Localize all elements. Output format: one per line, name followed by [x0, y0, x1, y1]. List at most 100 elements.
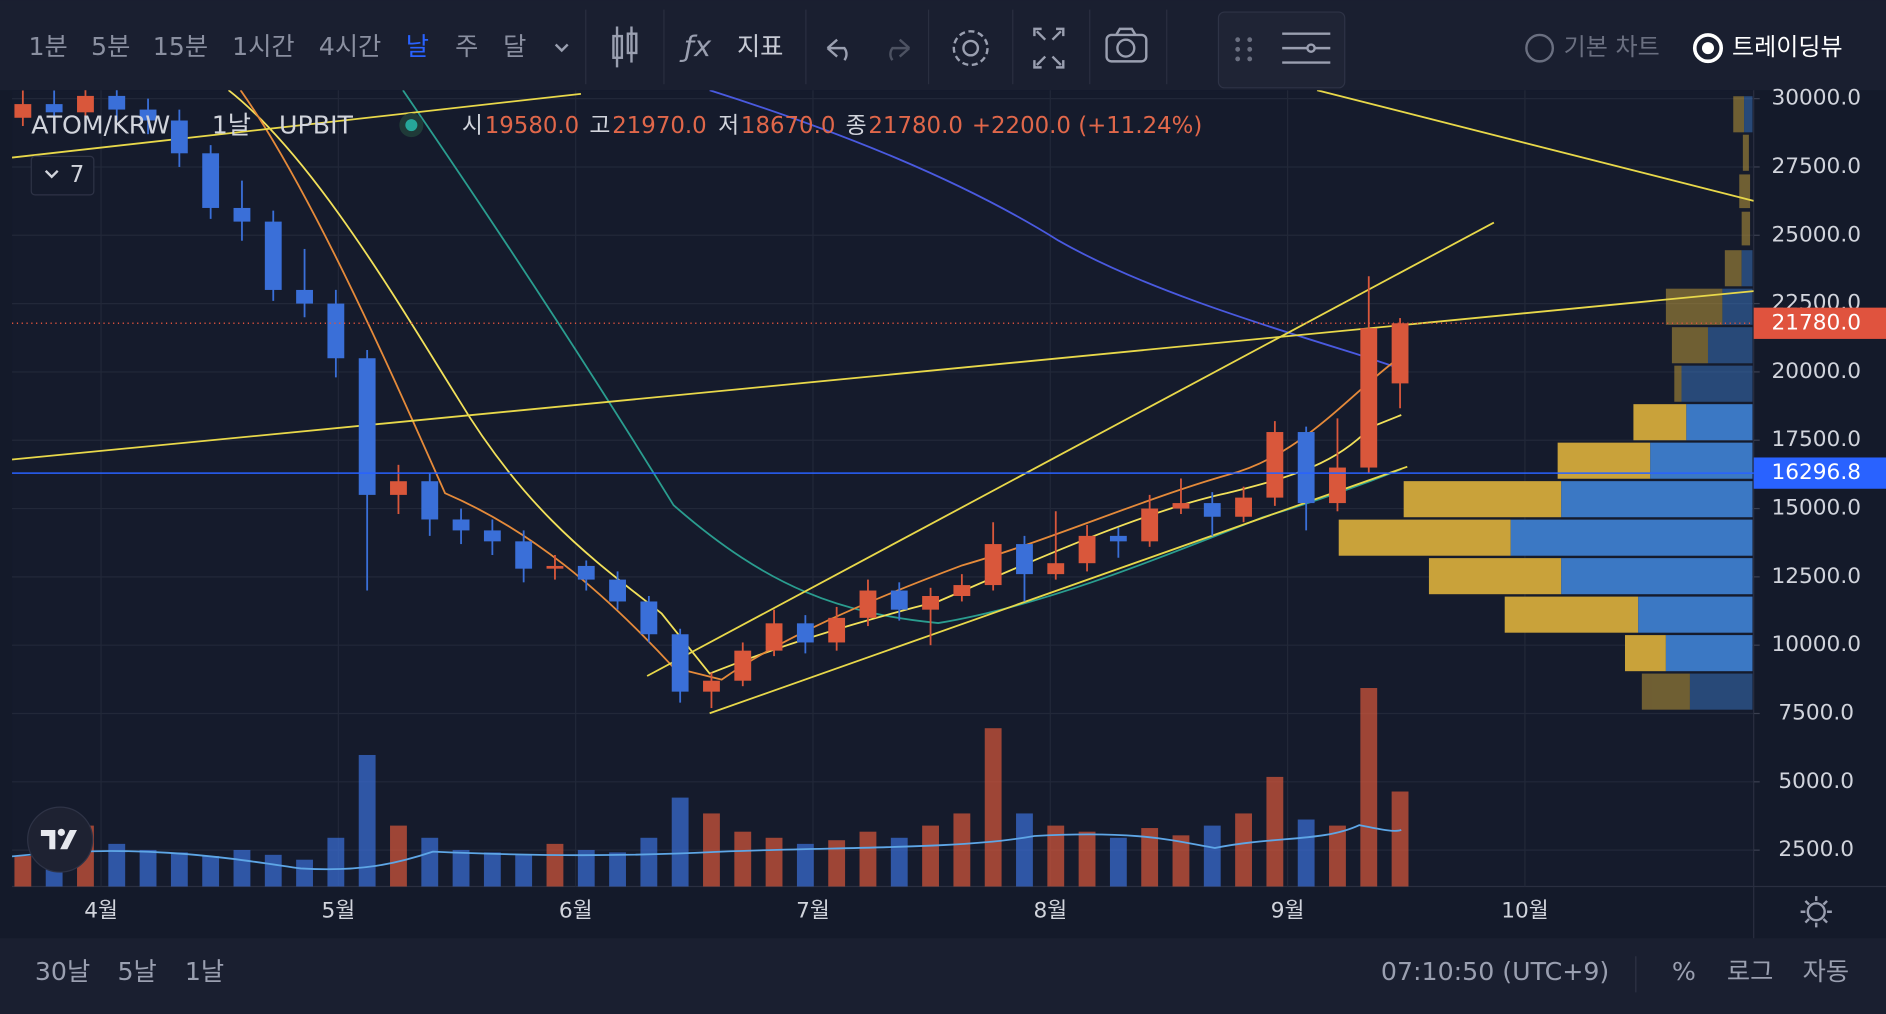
chart-mode[interactable]: 트레이딩뷰 [1732, 33, 1843, 61]
fx-icon[interactable]: ƒx [679, 29, 712, 63]
y-tick-label: 20000.0 [1771, 359, 1861, 384]
interval-button[interactable]: 날 [406, 32, 429, 61]
volume-bar [515, 854, 533, 887]
interval-button[interactable]: 달 [503, 32, 526, 61]
volume-bar [1329, 825, 1346, 887]
radio-dot [1701, 42, 1714, 55]
trend-line [12, 290, 1754, 461]
undo-button[interactable] [826, 38, 848, 61]
candle-body [1391, 323, 1409, 384]
ohlc-value: 19580.0 [485, 113, 579, 139]
y-tick-label: 2500.0 [1778, 837, 1854, 862]
more-intervals[interactable] [554, 43, 569, 53]
chart-mode[interactable]: 기본 차트 [1564, 33, 1660, 61]
candle-body [765, 623, 783, 651]
ohlc-label: 고 [589, 113, 610, 139]
scale-option[interactable]: 로그 [1727, 957, 1773, 986]
scale-option[interactable]: 자동 [1803, 957, 1849, 986]
price-lines: 21780.0 16296.8 [12, 307, 1886, 489]
price-label-box [1753, 307, 1886, 339]
x-tick-label: 10월 [1501, 899, 1548, 924]
ohlc-label: 종 [846, 113, 867, 139]
candle-body [452, 519, 470, 531]
range-button[interactable]: 1날 [185, 957, 224, 986]
drawing-panel[interactable] [1217, 11, 1346, 89]
candle-body [859, 590, 877, 618]
screenshot-button[interactable] [1105, 27, 1148, 63]
range-button[interactable]: 5날 [117, 957, 156, 986]
moving-average [709, 90, 1396, 368]
price-label: 16296.8 [1771, 460, 1861, 485]
candle-body [296, 289, 313, 304]
volume-bar [452, 849, 470, 887]
interval-button[interactable]: 15분 [153, 32, 208, 61]
candle-body [1047, 563, 1065, 575]
candle-body [828, 617, 846, 643]
range-button[interactable]: 30날 [35, 957, 90, 986]
toolbar [0, 0, 1886, 91]
y-tick-label: 5000.0 [1778, 769, 1854, 794]
x-tick-label: 7월 [796, 899, 830, 924]
settings-button[interactable] [952, 30, 989, 67]
interval-button[interactable]: 1분 [28, 32, 67, 61]
trend-line [646, 221, 1495, 677]
indicator-count[interactable]: 7 [70, 162, 85, 188]
interval-button[interactable]: 4시간 [319, 32, 382, 61]
volume-bar [796, 843, 814, 887]
y-tick-label: 10000.0 [1771, 632, 1861, 657]
radio[interactable] [1525, 33, 1555, 63]
volume-bar [139, 849, 157, 887]
volume-bar [609, 852, 626, 887]
candle-body [609, 579, 626, 602]
candle-body [546, 565, 564, 569]
clock: 07:10:50 (UTC+9) [1381, 957, 1609, 986]
candle-body [703, 680, 720, 692]
candles [14, 90, 1409, 709]
volume-bar [358, 754, 376, 887]
exchange: UPBIT [279, 110, 353, 139]
volume-bar [264, 854, 282, 887]
ohlc-value: 21780.0 [868, 113, 962, 139]
axis-settings[interactable] [1800, 896, 1832, 928]
candle-body [890, 590, 908, 610]
interval-button[interactable]: 5분 [91, 32, 130, 61]
x-tick-label: 8월 [1033, 899, 1067, 924]
candle-type-button[interactable] [612, 26, 638, 68]
fullscreen-button[interactable] [1033, 27, 1065, 69]
interval-button[interactable]: 주 [455, 32, 478, 61]
candle-body [45, 104, 63, 113]
chart-mode-group: 기본 차트 트레이딩뷰 [1525, 33, 1843, 64]
y-tick-label: 25000.0 [1771, 222, 1861, 247]
x-tick-label: 6월 [559, 899, 593, 924]
candle-body [327, 303, 345, 359]
candle-body [953, 585, 971, 596]
candle-body [483, 530, 501, 542]
candle-body [734, 650, 752, 681]
candle-body [264, 221, 282, 290]
y-tick-label: 15000.0 [1771, 496, 1861, 521]
volume-bar [828, 840, 846, 887]
redo-button[interactable] [889, 38, 911, 61]
symbol: ATOM/KRW [31, 110, 170, 139]
volume-bar [703, 813, 720, 887]
candle-body [421, 481, 439, 520]
indicators-button[interactable]: 지표 [737, 32, 783, 61]
volume-bar [327, 837, 345, 887]
volume-bar [1109, 837, 1127, 887]
candle-body [1235, 497, 1252, 517]
candle-body [233, 207, 251, 222]
trend-line [709, 465, 1408, 715]
bottom-bar [0, 938, 1886, 1014]
volume-bar [390, 825, 407, 887]
volume-bar [14, 856, 32, 887]
indicator-toggle[interactable] [30, 155, 95, 196]
volume-bar [671, 797, 689, 887]
chevron [44, 169, 59, 179]
interval-button[interactable]: 1시간 [232, 32, 295, 61]
radio[interactable] [1692, 33, 1724, 64]
candle-body [108, 95, 126, 110]
scale-option[interactable]: % [1672, 957, 1696, 986]
trend-line [12, 92, 582, 159]
drawings [12, 90, 1754, 871]
y-tick-label: 7500.0 [1778, 701, 1854, 726]
